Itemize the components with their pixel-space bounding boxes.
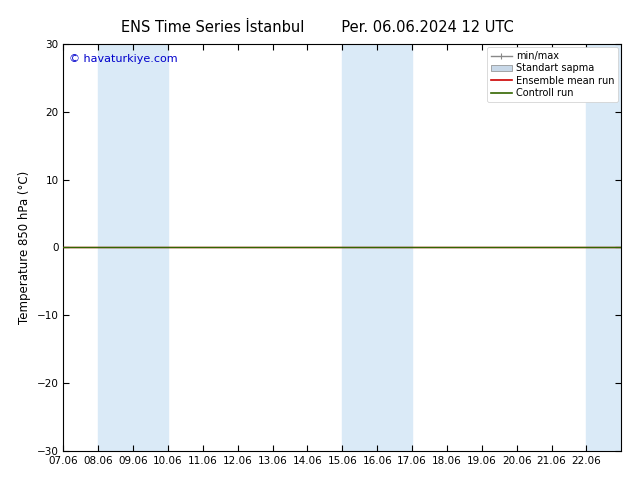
Bar xyxy=(586,44,621,451)
Bar xyxy=(98,44,168,451)
Y-axis label: Temperature 850 hPa (°C): Temperature 850 hPa (°C) xyxy=(18,171,31,324)
Legend: min/max, Standart sapma, Ensemble mean run, Controll run: min/max, Standart sapma, Ensemble mean r… xyxy=(487,47,618,102)
Text: © havaturkiye.com: © havaturkiye.com xyxy=(69,54,178,64)
Text: ENS Time Series İstanbul        Per. 06.06.2024 12 UTC: ENS Time Series İstanbul Per. 06.06.2024… xyxy=(120,20,514,35)
Bar xyxy=(342,44,412,451)
